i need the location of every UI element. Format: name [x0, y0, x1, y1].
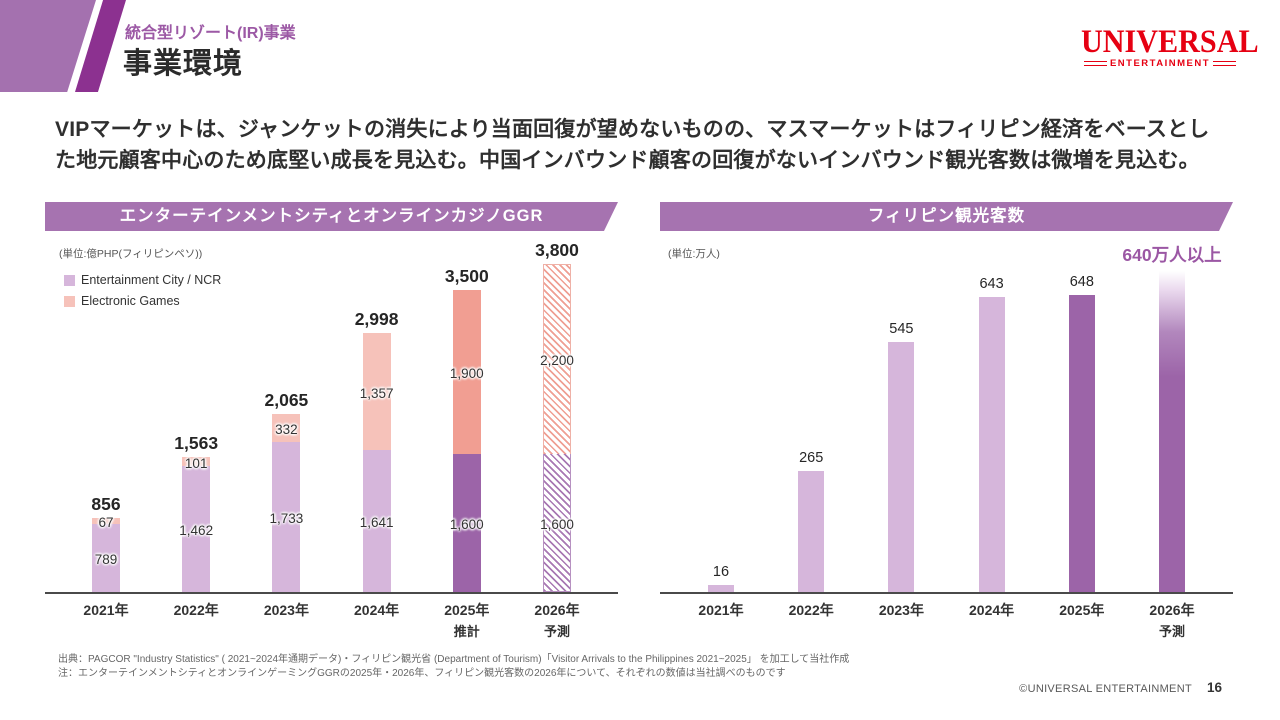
ggr-bar-2025年: 3,500 1,600 1,900 [445, 266, 489, 592]
tourism-bar-2021年: 16 [708, 564, 734, 592]
footer-meta: ©UNIVERSAL ENTERTAINMENT 16 [1019, 680, 1222, 695]
ggr-category-label: 2023年 [263, 602, 309, 618]
logo-rule-left [1084, 61, 1107, 66]
summary-text: VIPマーケットは、ジャンケットの消失により当面回復が望めないものの、マスマーケ… [55, 114, 1240, 176]
tourism-category-label: 2022年 [788, 602, 834, 618]
summary-line-1: VIPマーケットは、ジャンケットの消失により当面回復が望めないものの、マスマーケ… [55, 118, 1210, 141]
copyright-text: ©UNIVERSAL ENTERTAINMENT [1019, 683, 1192, 695]
ggr-total-label: 1,563 [174, 433, 219, 454]
page-number: 16 [1206, 680, 1222, 695]
segment-electronic-games [543, 264, 571, 454]
ggr-segment-label: 2,200 [540, 353, 574, 369]
ggr-segment-label: 1,733 [269, 511, 304, 527]
segment-entertainment-city [182, 465, 211, 592]
ggr-bar-2026年: 3,800 1,600 2,200 [535, 240, 579, 592]
ggr-category-label: 2022年 [173, 602, 219, 618]
ggr-segment-label: 1,641 [359, 515, 394, 531]
ggr-total-label: 2,065 [264, 389, 309, 410]
tourism-category-label: 2025年 [1059, 602, 1105, 618]
segment-electronic-games [452, 290, 481, 454]
ggr-category-label: 2026年 [534, 602, 580, 618]
legend-item-electronic-games: Electronic Games [64, 294, 221, 308]
ggr-chart-panel: エンターテインメントシティとオンラインカジノGGR (単位:億PHP(フィリピン… [45, 202, 618, 639]
source-note: 出典：PAGCOR "Industry Statistics" ( 2021~2… [58, 654, 850, 665]
tourism-category-label: 2024年 [969, 602, 1015, 618]
tourism-bar-2022年: 265 [798, 450, 825, 592]
tourism-bar-2025年: 648 [1068, 274, 1095, 592]
logo-subline: ENTERTAINMENT [1084, 58, 1237, 69]
tourism-x-axis [660, 592, 1233, 594]
page-title: 事業環境 [123, 48, 244, 80]
segment-entertainment-city [92, 523, 120, 592]
tourism-category-label: 2023年 [878, 602, 924, 618]
segment-entertainment-city [272, 442, 301, 592]
ggr-segment-label: 1,900 [449, 365, 484, 381]
ggr-segment-label: 1,462 [179, 522, 214, 538]
ggr-bar-2021年: 856 789 67 [91, 494, 121, 592]
ggr-category-sublabel: 推計 [453, 624, 480, 639]
tourism-value-label: 16 [712, 563, 730, 580]
ggr-segment-label: 332 [275, 422, 298, 438]
ggr-segment-label: 1,357 [359, 385, 394, 401]
legend-item-entertainment-city: Entertainment City / NCR [64, 273, 221, 287]
ggr-unit-label: (単位:億PHP(フィリピンペソ)) [59, 248, 203, 260]
tourism-unit-label: (単位:万人) [668, 248, 720, 260]
ggr-segment-label: 1,600 [540, 516, 574, 532]
logo-rule-right [1213, 61, 1237, 66]
ggr-x-axis [45, 592, 618, 594]
ggr-chart-title-banner: エンターテインメントシティとオンラインカジノGGR [45, 202, 618, 231]
tourism-value-label: 545 [889, 321, 914, 338]
segment-entertainment-city [452, 453, 481, 592]
footer-notes: 出典：PAGCOR "Industry Statistics" ( 2021~2… [58, 653, 1218, 680]
tourism-bar-2024年: 643 [978, 276, 1005, 592]
tourism-chart-panel: フィリピン観光客数 (単位:万人) 16 265 545 643 648 640万人以上 … [660, 202, 1233, 639]
ggr-total-label: 856 [91, 494, 121, 515]
tourism-forecast-annotation: 640万人以上 [1122, 245, 1222, 266]
summary-line-2: た地元顧客中心のため底堅い成長を見込む。中国インバウンド顧客の回復がないインバウ… [55, 149, 1200, 172]
ggr-category-label: 2025年 [444, 602, 490, 618]
universal-entertainment-logo: UNIVERSAL ENTERTAINMENT [1080, 24, 1259, 69]
legend-swatch-purple [64, 274, 75, 286]
ggr-segment-label: 67 [98, 515, 114, 531]
ggr-category-label: 2021年 [83, 602, 129, 618]
segment-electronic-games [92, 518, 120, 524]
tourism-chart-title-banner: フィリピン観光客数 [660, 202, 1233, 231]
slide-category: 統合型リゾート(IR)事業 [125, 25, 296, 42]
legend-swatch-salmon [64, 295, 75, 307]
ggr-total-label: 2,998 [354, 309, 399, 330]
ggr-category-sublabel: 予測 [543, 624, 570, 639]
method-note: 注：エンターテインメントシティとオンラインゲーミングGGRの2025年・2026… [58, 667, 786, 679]
ggr-legend: Entertainment City / NCR Electronic Game… [64, 273, 221, 315]
ggr-category-label: 2024年 [354, 602, 400, 618]
segment-electronic-games [362, 333, 391, 451]
tourism-category-label: 2026年 [1149, 602, 1195, 618]
ggr-segment-label: 101 [184, 455, 208, 471]
segment-entertainment-city [543, 453, 571, 592]
segment-entertainment-city [362, 450, 391, 592]
tourism-bar-2026年: 640万人以上 [1122, 245, 1222, 592]
logo-wordmark: UNIVERSAL [1080, 24, 1259, 60]
segment-electronic-games [182, 457, 211, 466]
tourism-bar-2023年: 545 [888, 321, 915, 592]
tourism-value-label: 265 [799, 449, 824, 466]
ggr-total-label: 3,500 [444, 266, 489, 286]
ggr-bar-2024年: 2,998 1,641 1,357 [355, 309, 398, 592]
ggr-total-label: 3,800 [535, 240, 579, 261]
ggr-segment-label: 789 [94, 551, 118, 567]
ggr-segment-label: 1,600 [449, 516, 484, 532]
tourism-value-label: 643 [979, 276, 1004, 293]
tourism-category-sublabel: 予測 [1158, 624, 1185, 639]
tourism-category-label: 2021年 [698, 602, 744, 618]
ggr-bar-2023年: 2,065 1,733 332 [264, 390, 308, 592]
ggr-bar-2022年: 1,563 1,462 101 [174, 433, 218, 592]
segment-electronic-games [272, 413, 301, 443]
tourism-value-label: 648 [1069, 274, 1094, 290]
